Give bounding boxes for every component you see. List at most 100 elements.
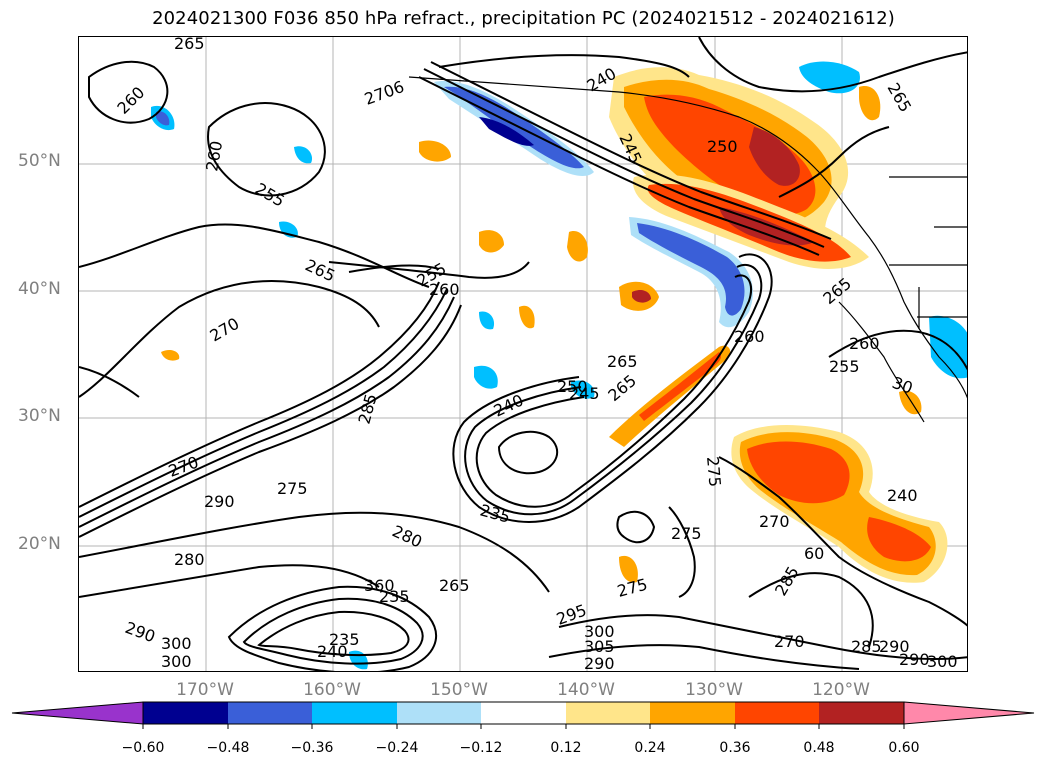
contour-label: 300: [161, 634, 192, 653]
map-canvas: 265 260 2706 260 255 245 240 250 265 265…: [79, 37, 967, 672]
contour-label: 240: [491, 390, 527, 420]
contour-label: 260: [202, 139, 226, 172]
positive-anomaly-region: [747, 441, 850, 504]
colorbar-tick: −0.12: [459, 740, 503, 756]
positive-anomaly-region: [639, 352, 722, 421]
lon-label-120w: 120°W: [812, 680, 870, 700]
colorbar-tick: −0.36: [290, 740, 334, 756]
colorbar-extend-low: [11, 701, 144, 725]
figure-title: 2024021300 F036 850 hPa refract., precip…: [152, 8, 895, 29]
positive-anomaly-region: [519, 305, 535, 329]
colorbar-tick: 0.36: [719, 740, 751, 756]
colorbar-outline: [142, 701, 905, 725]
contour-label: 240: [317, 642, 348, 661]
positive-anomaly-region: [859, 86, 881, 121]
contour-label: 300: [584, 622, 615, 641]
contour-label: 265: [604, 371, 640, 405]
coastline: [408, 76, 967, 423]
contour-label: 250: [707, 137, 738, 156]
negative-anomaly-region: [479, 117, 534, 146]
colorbar-segment: [228, 702, 312, 724]
negative-anomaly-region: [571, 380, 595, 399]
colorbar-tick: 0.24: [634, 740, 666, 756]
contour-label: 260: [734, 327, 765, 346]
contour-label: 360: [364, 576, 395, 595]
positive-anomaly-region: [619, 555, 638, 583]
contour-label: 235: [478, 501, 512, 527]
contour-label: 275: [277, 479, 308, 498]
contour-label: 290: [584, 654, 615, 672]
positive-anomaly-region: [632, 289, 651, 303]
colorbar-tick: −0.60: [121, 740, 165, 756]
positive-anomaly-region: [867, 517, 931, 562]
precip-shading: [151, 61, 967, 670]
contour-label: 265: [174, 37, 205, 53]
colorbar-segment: [650, 702, 735, 724]
colorbar-segment: [312, 702, 397, 724]
positive-anomaly-region: [749, 127, 800, 186]
contour-label: 235: [329, 630, 360, 649]
contour-label: 255: [252, 179, 288, 211]
contour-label: 265: [819, 274, 855, 308]
negative-anomaly-region: [929, 315, 967, 379]
contour-label: 265: [439, 576, 470, 595]
lon-label-160w: 160°W: [303, 680, 361, 700]
lon-label-140w: 140°W: [557, 680, 615, 700]
colorbar-tick: 0.60: [888, 740, 920, 756]
contour-label: 270: [207, 314, 243, 346]
contour-label: 290: [879, 637, 910, 656]
negative-anomaly-region: [349, 650, 368, 670]
refractivity-contours: [79, 37, 967, 671]
contour-label: 300: [927, 652, 958, 671]
colorbar-segment: [481, 702, 566, 724]
lat-label-20n: 20°N: [18, 534, 61, 554]
contour-label: 240: [887, 486, 918, 505]
contour-label: 265: [884, 80, 916, 116]
lon-label-170w: 170°W: [176, 680, 234, 700]
lon-label-150w: 150°W: [430, 680, 488, 700]
lat-label-40n: 40°N: [18, 279, 61, 299]
negative-anomaly-region: [474, 365, 498, 389]
negative-anomaly-region: [294, 146, 313, 164]
colorbar-tick: 0.12: [550, 740, 582, 756]
colorbar-segment: [819, 702, 904, 724]
contour-label: 260: [429, 280, 460, 299]
lat-label-30n: 30°N: [18, 406, 61, 426]
map-panel: 265 260 2706 260 255 245 240 250 265 265…: [78, 36, 968, 672]
contour-label: 275: [671, 524, 702, 543]
negative-anomaly-region: [156, 111, 170, 126]
contour-label: 245: [569, 384, 600, 403]
contour-label: 280: [174, 550, 205, 569]
negative-anomaly-region: [637, 223, 745, 316]
colorbar-extend-high: [903, 701, 1035, 725]
contour-label: 290: [899, 650, 930, 669]
contour-label: 255: [829, 357, 860, 376]
contour-label: 260: [113, 83, 148, 118]
colorbar-segment: [397, 702, 481, 724]
positive-anomaly-region: [161, 349, 180, 361]
contour-label: 280: [389, 521, 425, 551]
negative-anomaly-region: [479, 311, 495, 330]
positive-anomaly-region: [644, 94, 816, 215]
positive-anomaly-region: [479, 230, 504, 253]
negative-anomaly-region: [799, 61, 860, 94]
positive-anomaly-region: [567, 231, 588, 262]
contour-label: 270: [166, 452, 201, 480]
contour-label: 305: [584, 637, 615, 656]
positive-anomaly-region: [419, 140, 451, 162]
colorbar: [11, 701, 1035, 729]
colorbar-tick: −0.48: [206, 740, 250, 756]
contour-label: 235: [379, 587, 410, 606]
contour-label: 250: [557, 377, 588, 396]
contour-label: 2706: [362, 77, 407, 109]
contour-label: 275: [703, 456, 725, 488]
lon-label-130w: 130°W: [685, 680, 743, 700]
colorbar-tick: 0.48: [803, 740, 835, 756]
contour-label: 270: [774, 632, 805, 651]
contour-label: 290: [204, 492, 235, 511]
contour-label: 300: [161, 652, 192, 671]
contour-label: 270: [759, 512, 790, 531]
lat-label-50n: 50°N: [18, 151, 61, 171]
contour-label: 265: [607, 352, 638, 371]
contour-label: 285: [771, 563, 803, 599]
